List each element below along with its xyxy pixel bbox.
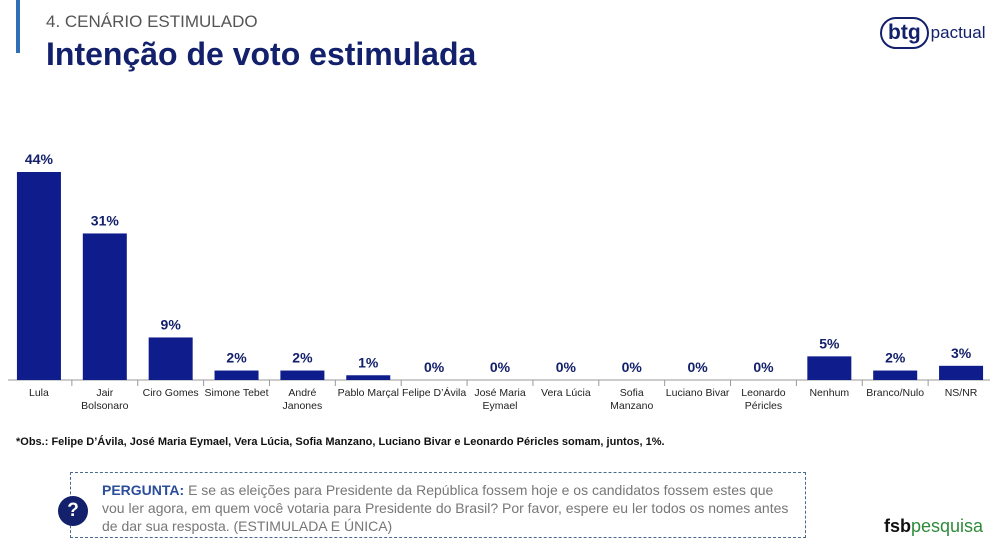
value-label: 3% <box>951 345 972 361</box>
footnote: *Obs.: Felipe D’Ávila, José Maria Eymael… <box>16 436 665 448</box>
value-label: 1% <box>358 354 379 370</box>
value-label: 0% <box>490 359 511 375</box>
value-label: 0% <box>622 359 643 375</box>
category-label: José Maria Eymael <box>474 387 526 412</box>
category-label: Vera Lúcia <box>541 387 591 399</box>
category-label: Felipe D’Ávila <box>402 387 467 399</box>
category-label: Jair Bolsonaro <box>81 387 129 412</box>
bar <box>148 337 193 380</box>
question-text: E se as eleições para Presidente da Repú… <box>102 482 789 534</box>
category-label: Lula <box>28 387 49 399</box>
bar <box>346 375 391 380</box>
category-label: Pablo Marçal <box>337 387 399 399</box>
value-label: 0% <box>687 359 708 375</box>
category-label: André Janones <box>282 387 323 412</box>
category-label: Sofia Manzano <box>610 387 654 412</box>
logo: btg pactual <box>880 14 985 52</box>
bar <box>873 370 918 380</box>
category-label: Nenhum <box>809 387 850 399</box>
bar <box>82 233 127 380</box>
question: PERGUNTA: E se as eleições para Presiden… <box>102 481 792 535</box>
logo-rest: pactual <box>930 23 986 42</box>
value-label: 44% <box>25 151 54 167</box>
category-label: Simone Tebet <box>204 387 269 399</box>
category-label: Luciano Bivar <box>665 387 730 399</box>
bar <box>807 356 852 380</box>
category-label: NS/NR <box>944 387 978 399</box>
value-label: 0% <box>753 359 774 375</box>
question-icon: ? <box>58 496 88 526</box>
question-label: PERGUNTA: <box>102 482 185 498</box>
value-label: 2% <box>292 350 313 366</box>
bar <box>280 370 325 380</box>
logo-main: btg <box>880 17 929 49</box>
value-label: 9% <box>161 316 182 332</box>
value-label: 0% <box>424 359 445 375</box>
section-label: 4. CENÁRIO ESTIMULADO <box>46 12 258 31</box>
category-label: Leonardo Péricles <box>741 387 786 412</box>
slide-title: Intenção de voto estimulada <box>46 36 477 72</box>
accent-bar <box>16 0 20 53</box>
value-label: 5% <box>819 335 840 351</box>
footer-logo: fsbpesquisa <box>884 516 983 537</box>
value-label: 2% <box>885 350 906 366</box>
bar <box>939 365 984 380</box>
category-label: Ciro Gomes <box>142 387 199 399</box>
category-label: Branco/Nulo <box>866 387 925 399</box>
chart: 44% 31% 9% 2% 2% 1% 0% 0% 0% 0% 0% 0% 5% 2% 3% <box>8 151 990 386</box>
footer-logo-b: pesquisa <box>911 516 984 536</box>
value-label: 31% <box>91 212 120 228</box>
value-label: 2% <box>226 350 247 366</box>
bar <box>16 172 61 380</box>
bar <box>214 370 259 380</box>
footer-logo-a: fsb <box>884 516 911 536</box>
value-label: 0% <box>556 359 577 375</box>
